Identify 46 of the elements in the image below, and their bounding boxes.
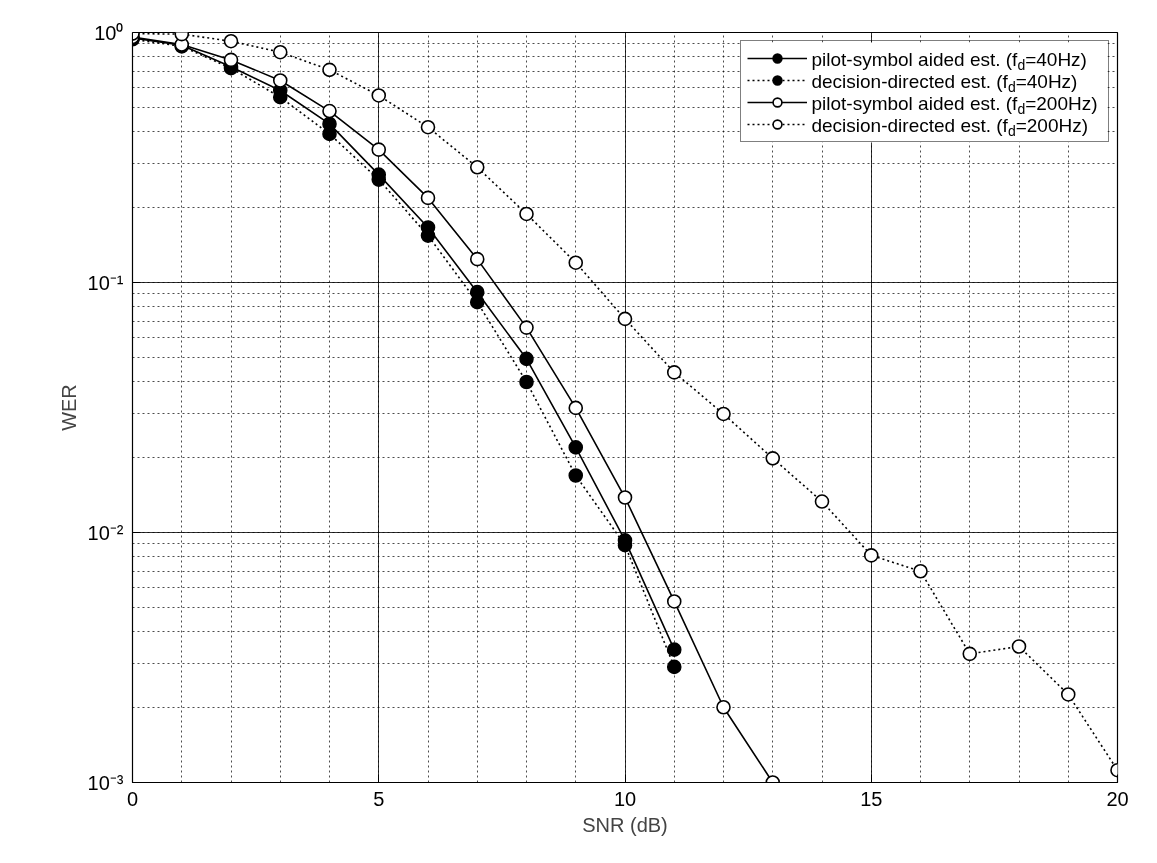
- y-tick-label: 10⁻¹: [87, 271, 124, 294]
- point: [420, 119, 436, 135]
- point: [469, 251, 485, 267]
- point: [519, 320, 534, 335]
- point: [666, 659, 682, 675]
- point: [223, 33, 239, 49]
- point: [666, 365, 682, 380]
- x-tick-label: 5: [373, 787, 385, 810]
- point: [568, 255, 584, 270]
- point: [568, 440, 584, 455]
- point: [666, 594, 682, 609]
- point: [666, 642, 682, 657]
- point: [272, 44, 288, 60]
- x-tick-label: 0: [126, 787, 139, 810]
- x-tick-label: 10: [613, 787, 637, 810]
- point: [568, 400, 584, 416]
- x-tick-label: 15: [860, 787, 883, 810]
- point: [814, 494, 830, 509]
- y-axis-title: WER: [57, 384, 80, 431]
- point: [519, 206, 534, 222]
- point: [1060, 687, 1076, 702]
- point: [913, 563, 928, 579]
- point: [519, 351, 534, 367]
- point: [223, 52, 239, 68]
- y-tick-label: 10⁰: [94, 21, 124, 44]
- point: [272, 73, 288, 88]
- point: [420, 190, 436, 206]
- point: [863, 548, 879, 563]
- point: [469, 159, 485, 175]
- point: [716, 699, 731, 715]
- y-tick-label: 10⁻³: [87, 771, 124, 794]
- y-tick-label: 10⁻²: [87, 521, 124, 544]
- x-tick-label: 20: [1106, 787, 1129, 810]
- point: [371, 142, 387, 157]
- point: [568, 468, 584, 483]
- point: [962, 646, 978, 662]
- x-axis-title: SNR (dB): [582, 813, 668, 836]
- point: [1011, 639, 1027, 654]
- point: [322, 62, 337, 78]
- point: [716, 406, 731, 422]
- point: [371, 88, 387, 103]
- point: [617, 490, 633, 505]
- point: [519, 374, 534, 390]
- point: [765, 451, 781, 466]
- point: [322, 103, 337, 119]
- point: [617, 311, 633, 327]
